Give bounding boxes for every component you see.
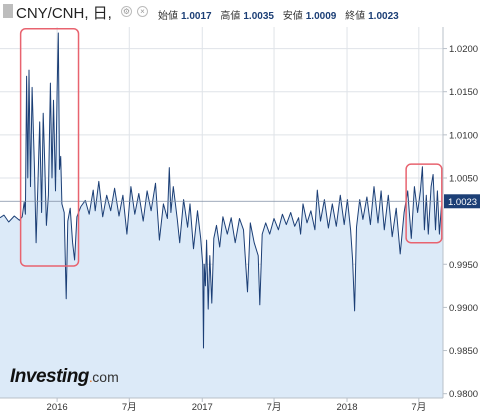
series-line (0, 32, 444, 349)
settings-icon[interactable]: ⚙ (121, 6, 132, 17)
x-tick-label: 2018 (336, 402, 357, 413)
close-icon[interactable]: × (137, 6, 148, 17)
x-tick-label: 2017 (192, 402, 213, 413)
y-tick-label: 0.9950 (449, 260, 478, 271)
ohlc-stats: 始値 1.0017 高値 1.0035 安値 1.0009 終値 1.0023 (158, 7, 405, 22)
y-tick-label: 0.9850 (449, 346, 478, 357)
last-price-label: 1.0023 (448, 197, 477, 208)
y-tick-label: 0.9900 (449, 303, 478, 314)
highlight-box (405, 163, 443, 244)
last-price-badge (444, 194, 480, 209)
high-label: 高値 (220, 11, 241, 22)
open-value: 1.0017 (181, 11, 212, 22)
close-label: 終値 (345, 11, 366, 22)
x-tick-label: 7月 (122, 402, 137, 413)
y-tick-label: 0.9800 (449, 389, 478, 400)
high-value: 1.0035 (243, 11, 274, 22)
y-tick-label: 1.0200 (449, 44, 478, 55)
chart-title: CNY/CNH, 日, (16, 5, 112, 22)
logo-domain: com (92, 369, 119, 385)
investing-logo: Investing.com (10, 366, 119, 387)
low-label: 安値 (282, 11, 303, 22)
x-tick-label: 7月 (267, 402, 282, 413)
y-tick-label: 1.0150 (449, 87, 478, 98)
logo-brand: Investing (10, 366, 89, 387)
x-tick-label: 7月 (411, 402, 426, 413)
pair-flag-icon (3, 4, 13, 18)
low-value: 1.0009 (305, 11, 337, 22)
highlight-box (19, 27, 80, 267)
open-label: 始値 (158, 11, 178, 22)
series-area (0, 33, 443, 398)
y-tick-label: 1.0100 (449, 130, 478, 141)
y-tick-label: 1.0050 (449, 173, 478, 184)
x-tick-label: 2016 (47, 402, 68, 413)
close-value: 1.0023 (368, 11, 399, 22)
chart-header: CNY/CNH, 日, ⚙ × 始値 1.0017 高値 1.0035 安値 1.00… (0, 0, 480, 26)
